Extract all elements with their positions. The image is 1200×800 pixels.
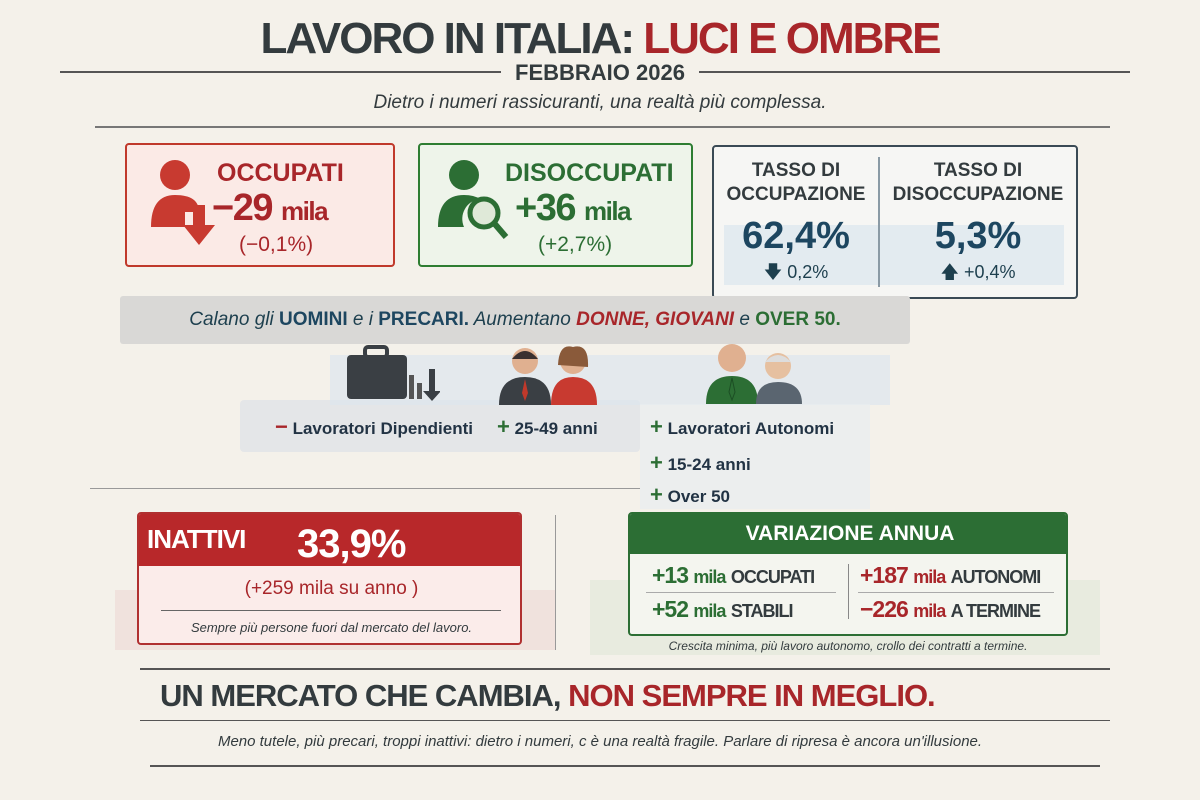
person-down-icon <box>151 160 215 245</box>
subtitle: Dietro i numeri rassicuranti, una realtà… <box>373 92 827 113</box>
occupati-card: OCCUPATI −29 mila (−0,1%) <box>125 143 395 267</box>
lavoratori-dipendenti: − Lavoratori Dipendienti <box>275 414 474 439</box>
divider <box>140 720 1110 721</box>
variazione-stabili: +52 mila STABILI <box>652 596 793 622</box>
summary-banner: Calano gli UOMINI e i PRECARI. Aumentano… <box>120 296 910 344</box>
person-search-icon <box>438 160 509 239</box>
over-50: + Over 50 <box>650 482 730 507</box>
arrow-down-icon: 🡇 <box>763 262 783 282</box>
variazione-autonomi: +187 mila AUTONOMI <box>860 562 1041 588</box>
tasso-disoccupazione: TASSO DI DISOCCUPAZIONE 5,3% 🡅 +0,4% <box>892 160 1064 282</box>
eta-25-49: + 25-49 anni <box>497 414 598 439</box>
divider <box>95 126 1110 128</box>
tassi-card: TASSO DI OCCUPAZIONE 62,4% 🡇 0,2% TASSO … <box>712 145 1078 299</box>
divider <box>150 765 1100 767</box>
arrow-up-icon: 🡅 <box>940 262 959 282</box>
footer-headline: UN MERCATO CHE CAMBIA, NON SEMPRE IN MEG… <box>160 678 936 713</box>
divider <box>140 668 1110 670</box>
divider <box>555 515 556 650</box>
date-label: FEBBRAIO 2026 <box>0 60 1200 86</box>
variazione-a-termine: −226 mila A TERMINE <box>860 596 1041 622</box>
eta-15-24: + 15-24 anni <box>650 450 751 475</box>
variazione-card: VARIAZIONE ANNUA +13 mila OCCUPATI +187 … <box>628 512 1068 636</box>
disoccupati-card: DISOCCUPATI +36 mila (+2,7%) <box>418 143 693 267</box>
divider <box>878 157 880 287</box>
variazione-occupati: +13 mila OCCUPATI <box>652 562 815 588</box>
young-people-icon <box>499 346 597 405</box>
lavoratori-autonomi: + Lavoratori Autonomi <box>650 414 835 439</box>
page-title: LAVORO IN ITALIA: LUCI E OMBRE <box>260 14 941 63</box>
older-people-icon <box>706 344 802 404</box>
tasso-occupazione: TASSO DI OCCUPAZIONE 62,4% 🡇 0,2% <box>726 160 866 282</box>
divider <box>90 488 640 489</box>
briefcase-icon <box>347 345 440 401</box>
inattivi-card: INATTIVI 33,9% (+259 mila su anno ) Semp… <box>137 512 522 645</box>
footer-text: Meno tutele, più precari, troppi inattiv… <box>217 733 983 750</box>
variazione-caption: Crescita minima, più lavoro autonomo, cr… <box>668 639 1028 653</box>
